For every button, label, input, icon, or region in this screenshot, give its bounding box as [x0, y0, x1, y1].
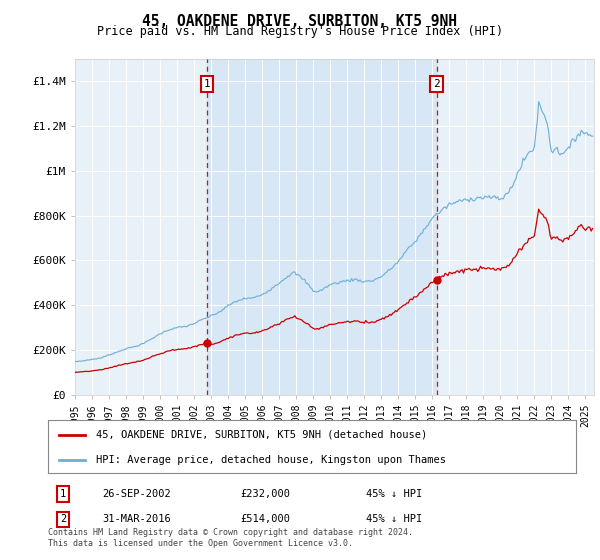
Text: 2: 2 [433, 79, 440, 89]
Text: 2: 2 [60, 514, 66, 524]
Text: 1: 1 [203, 79, 210, 89]
Text: £232,000: £232,000 [240, 489, 290, 499]
Text: Contains HM Land Registry data © Crown copyright and database right 2024.
This d: Contains HM Land Registry data © Crown c… [48, 528, 413, 548]
Text: 45, OAKDENE DRIVE, SURBITON, KT5 9NH (detached house): 45, OAKDENE DRIVE, SURBITON, KT5 9NH (de… [95, 430, 427, 440]
Bar [207, 59, 437, 395]
Text: 26-SEP-2002: 26-SEP-2002 [102, 489, 171, 499]
Text: Price paid vs. HM Land Registry's House Price Index (HPI): Price paid vs. HM Land Registry's House … [97, 25, 503, 38]
Text: 1: 1 [60, 489, 66, 499]
Text: £514,000: £514,000 [240, 514, 290, 524]
Text: HPI: Average price, detached house, Kingston upon Thames: HPI: Average price, detached house, King… [95, 455, 446, 465]
Text: 31-MAR-2016: 31-MAR-2016 [102, 514, 171, 524]
Text: 45% ↓ HPI: 45% ↓ HPI [366, 489, 422, 499]
Text: 45, OAKDENE DRIVE, SURBITON, KT5 9NH: 45, OAKDENE DRIVE, SURBITON, KT5 9NH [143, 14, 458, 29]
Text: 45% ↓ HPI: 45% ↓ HPI [366, 514, 422, 524]
